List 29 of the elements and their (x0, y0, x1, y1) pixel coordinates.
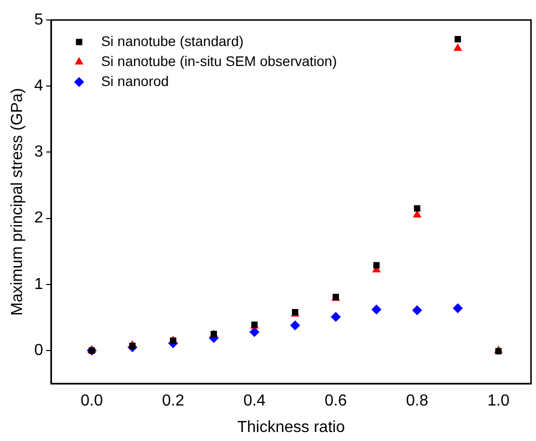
x-tick-label: 1.0 (487, 392, 510, 410)
point (371, 304, 382, 315)
point (129, 342, 136, 350)
x-tick-label: 0.4 (243, 392, 266, 410)
point (414, 205, 420, 212)
point (454, 36, 461, 42)
x-tick-label: 0.6 (324, 392, 348, 410)
legend-label: Si nanotube (standard) (101, 32, 244, 49)
point (290, 320, 300, 330)
y-tick-label: 1 (34, 276, 44, 293)
point (373, 262, 380, 268)
y-tick-label: 5 (34, 11, 44, 28)
y-tick-label: 3 (34, 144, 44, 161)
x-tick-label: 0.2 (162, 392, 184, 410)
x-tick-label: 0.0 (80, 392, 103, 410)
y-tick-label: 2 (34, 210, 44, 227)
point (495, 348, 502, 354)
y-axis-title: Maximum principal stress (GPa) (9, 88, 26, 316)
point (249, 327, 260, 338)
legend-label: Si nanorod (101, 72, 169, 89)
point (452, 303, 463, 314)
y-tick-label: 0 (34, 342, 44, 359)
point (453, 43, 462, 51)
point (330, 312, 341, 322)
x-axis-title: Thickness ratio (237, 418, 345, 436)
legend-label: Si nanotube (in-situ SEM observation) (101, 52, 337, 69)
y-tick-label: 4 (34, 78, 44, 95)
point (412, 305, 422, 316)
x-tick-label: 0.8 (406, 392, 428, 410)
